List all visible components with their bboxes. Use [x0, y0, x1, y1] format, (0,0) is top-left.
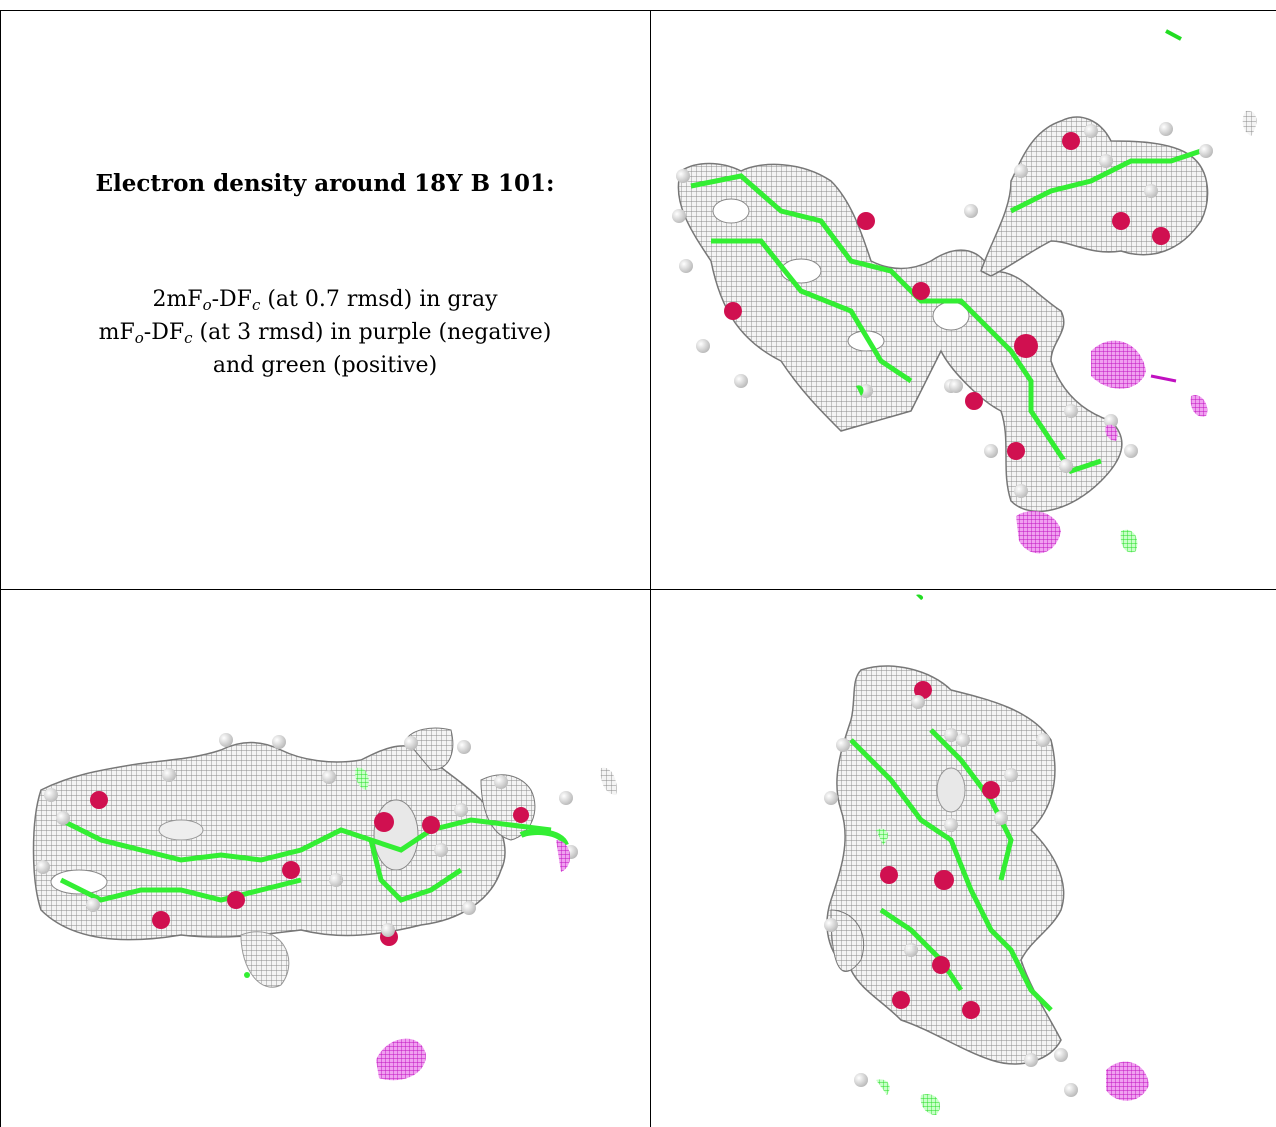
- caption-title: Electron density around 18Y B 101:: [95, 170, 555, 197]
- table-border-top: [0, 10, 1276, 11]
- table-divider-vertical: [650, 10, 651, 1127]
- caption-map1: 2mFo-DFc (at 0.7 rmsd) in gray: [152, 287, 498, 314]
- view-bottom-right: [651, 590, 1276, 1127]
- caption-cell: Electron density around 18Y B 101: 2mFo-…: [0, 0, 650, 590]
- table-border-left: [0, 10, 1, 1127]
- table-divider-horizontal: [0, 589, 1276, 590]
- caption-map2-cont: and green (positive): [212, 353, 438, 378]
- view-top-right: [651, 11, 1276, 589]
- view-bottom-left: [1, 590, 650, 1127]
- caption-map2: mFo-DFc (at 3 rmsd) in purple (negative): [98, 320, 552, 347]
